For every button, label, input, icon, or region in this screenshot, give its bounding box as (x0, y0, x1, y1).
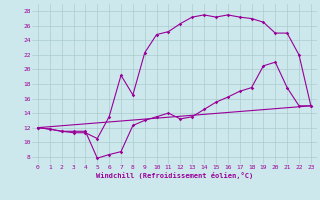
X-axis label: Windchill (Refroidissement éolien,°C): Windchill (Refroidissement éolien,°C) (96, 172, 253, 179)
